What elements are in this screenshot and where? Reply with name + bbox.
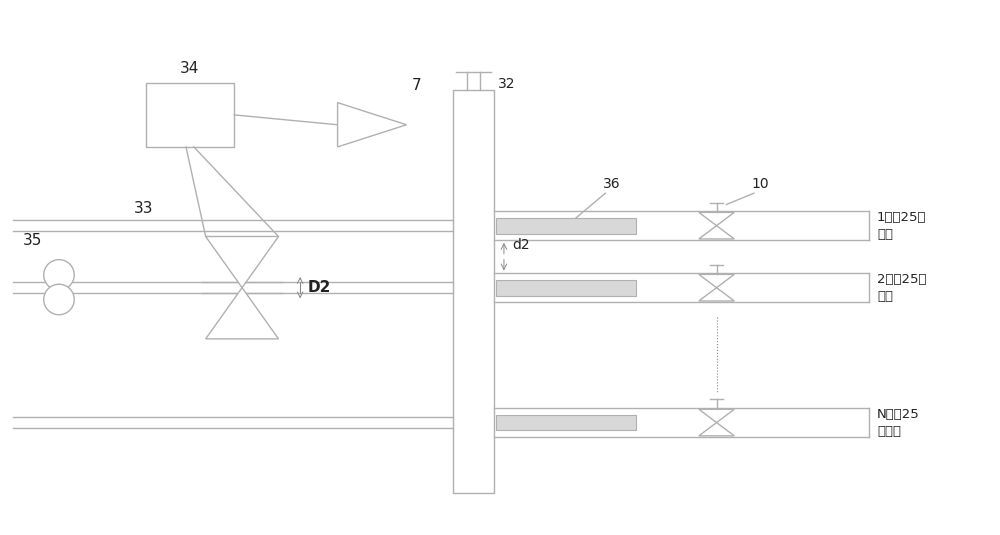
Polygon shape [699,274,734,288]
Text: D2: D2 [308,280,331,295]
Bar [496,415,636,430]
Polygon shape [699,212,734,226]
Text: 32: 32 [498,77,516,91]
Bar [453,90,494,493]
Circle shape [44,284,74,315]
Polygon shape [338,103,406,147]
Polygon shape [206,288,279,339]
Text: 2号线25进
气口: 2号线25进 气口 [877,273,927,303]
Text: 34: 34 [180,61,200,76]
Text: 36: 36 [603,177,621,191]
Bar [496,280,636,295]
Polygon shape [699,409,734,423]
Text: N号线25
进气口: N号线25 进气口 [877,408,920,438]
Text: 7: 7 [411,78,421,93]
Circle shape [44,259,74,290]
Polygon shape [206,236,279,288]
Bar [496,218,636,233]
Text: 1号线25进
气口: 1号线25进 气口 [877,211,927,241]
Polygon shape [699,288,734,301]
Polygon shape [699,423,734,436]
Polygon shape [699,226,734,239]
Text: 35: 35 [23,233,42,248]
Text: d2: d2 [512,238,529,252]
Text: 33: 33 [134,201,153,216]
Text: 10: 10 [751,177,769,191]
Bar [146,83,234,147]
